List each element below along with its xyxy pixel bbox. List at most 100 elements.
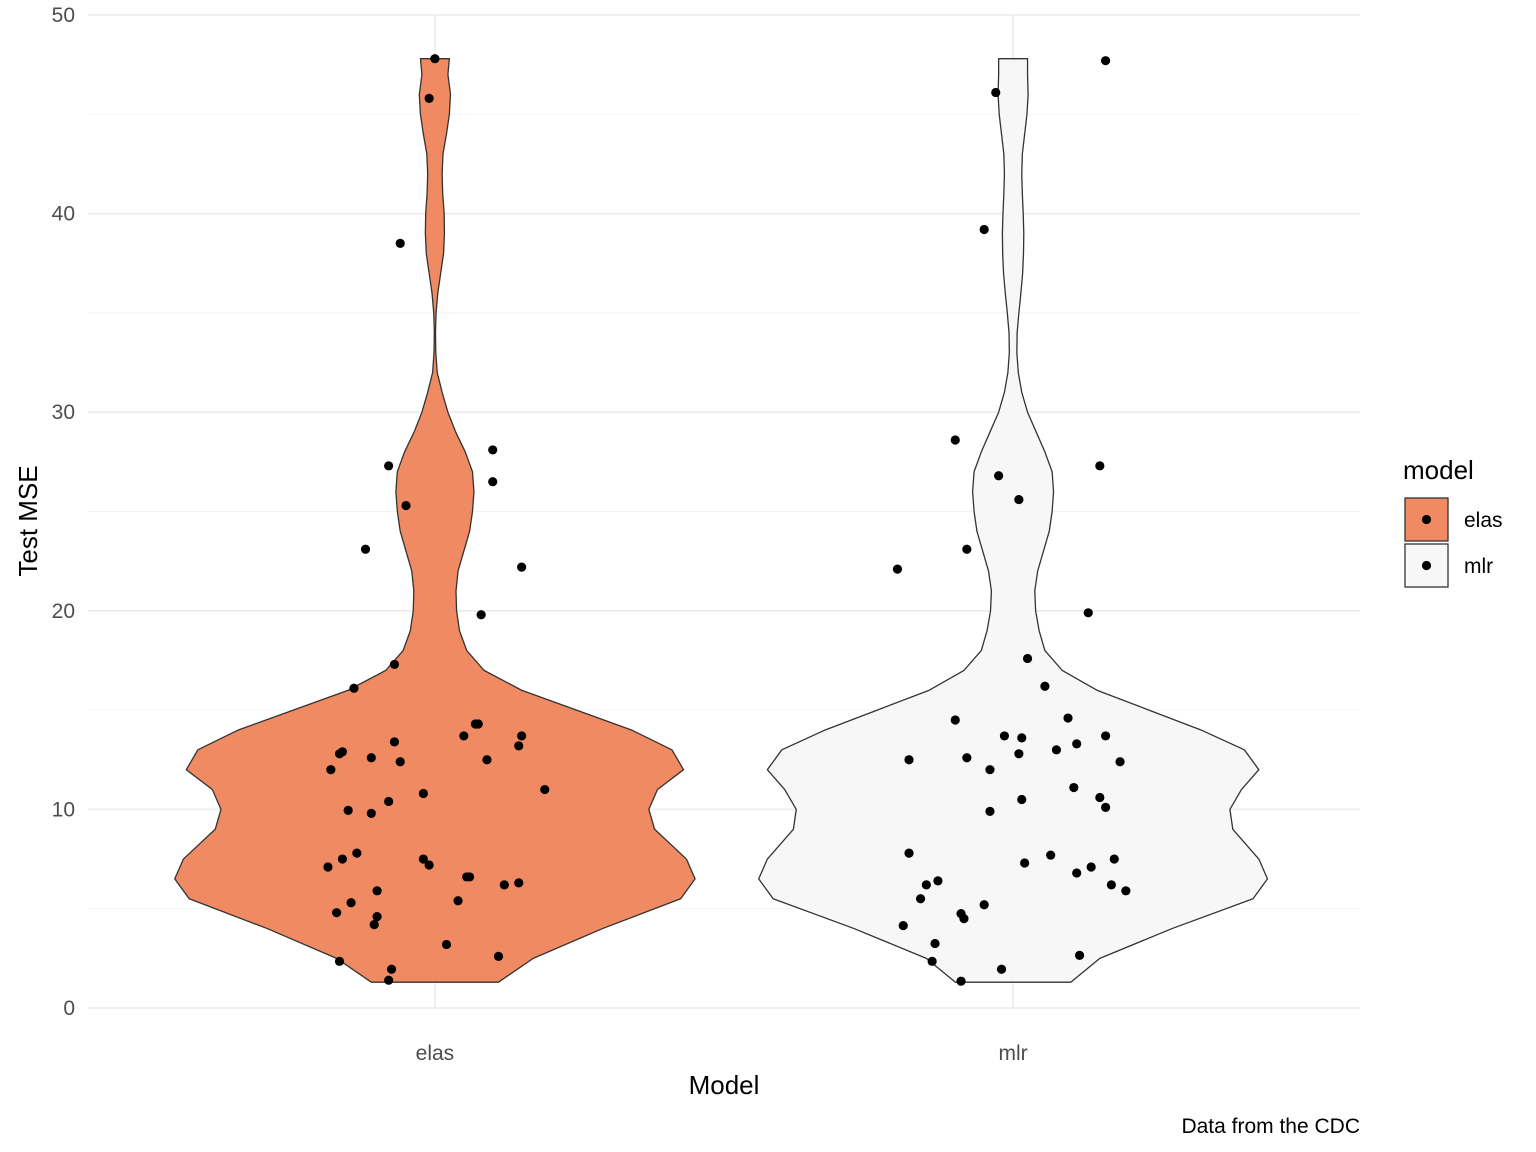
- data-point-mlr: [985, 765, 995, 775]
- x-axis-title: Model: [689, 1070, 760, 1100]
- data-point-elas: [337, 854, 347, 864]
- data-point-mlr: [927, 956, 937, 966]
- data-point-mlr: [956, 976, 966, 986]
- data-point-mlr: [1101, 731, 1111, 741]
- data-point-mlr: [915, 894, 926, 904]
- data-point-mlr: [1083, 608, 1093, 618]
- data-point-mlr: [979, 224, 989, 235]
- data-point-mlr: [1046, 850, 1056, 860]
- data-point-mlr: [1072, 739, 1082, 749]
- data-point-mlr: [1101, 802, 1111, 813]
- data-point-elas: [389, 737, 400, 747]
- data-point-elas: [386, 964, 397, 974]
- legend-label-mlr: mlr: [1464, 555, 1493, 578]
- data-point-elas: [493, 951, 504, 961]
- data-point-mlr: [985, 806, 995, 816]
- data-point-elas: [488, 477, 498, 487]
- data-point-mlr: [1095, 792, 1105, 803]
- data-point-elas: [517, 562, 527, 572]
- x-tick-label: elas: [416, 1042, 455, 1065]
- data-point-mlr: [1086, 862, 1096, 872]
- data-point-elas: [482, 755, 492, 765]
- data-point-mlr: [1109, 854, 1119, 864]
- data-point-elas: [346, 898, 356, 908]
- data-point-elas: [517, 731, 527, 741]
- data-point-elas: [332, 908, 342, 918]
- violin-elas: [174, 58, 696, 983]
- data-point-mlr: [1017, 794, 1027, 805]
- data-point-elas: [334, 956, 345, 966]
- jitter-points-layer: [323, 54, 1131, 986]
- y-tick-label: 0: [63, 997, 75, 1020]
- data-point-elas: [395, 238, 405, 248]
- data-point-mlr: [1069, 782, 1079, 793]
- data-point-elas: [499, 880, 509, 890]
- legend: model elas mlr: [1403, 455, 1503, 588]
- data-point-mlr: [991, 87, 1001, 98]
- data-point-elas: [473, 719, 483, 729]
- data-point-mlr: [1017, 733, 1027, 743]
- data-point-elas: [369, 919, 379, 930]
- data-point-mlr: [898, 920, 908, 931]
- data-point-mlr: [994, 471, 1004, 481]
- data-point-elas: [514, 878, 524, 888]
- data-point-mlr: [930, 938, 940, 949]
- data-point-mlr: [1040, 681, 1050, 691]
- y-tick-label: 20: [52, 600, 75, 623]
- chart-caption: Data from the CDC: [1181, 1115, 1360, 1138]
- y-tick-label: 10: [52, 798, 75, 821]
- data-point-elas: [514, 741, 524, 751]
- data-point-elas: [326, 765, 336, 775]
- data-point-elas: [476, 610, 486, 620]
- legend-key-point: [1421, 514, 1432, 525]
- data-point-mlr: [1072, 868, 1082, 878]
- data-point-elas: [424, 93, 434, 104]
- data-point-elas: [384, 975, 394, 985]
- data-point-mlr: [950, 435, 960, 445]
- data-point-mlr: [950, 715, 960, 725]
- data-point-elas: [430, 54, 440, 64]
- y-tick-label: 40: [52, 203, 75, 226]
- legend-item-elas: elas: [1404, 497, 1503, 542]
- data-point-mlr: [1014, 494, 1024, 505]
- data-point-elas: [366, 808, 376, 818]
- data-point-mlr: [996, 964, 1007, 974]
- x-tick-labels: elas mlr: [416, 1042, 1028, 1065]
- data-point-mlr: [1121, 886, 1131, 896]
- data-point-elas: [360, 544, 371, 554]
- data-point-elas: [424, 860, 434, 870]
- data-point-mlr: [962, 544, 972, 554]
- data-point-mlr: [921, 880, 931, 890]
- legend-key-point: [1421, 560, 1432, 571]
- legend-item-mlr: mlr: [1404, 543, 1493, 588]
- data-point-mlr: [999, 731, 1010, 741]
- data-point-elas: [334, 749, 345, 759]
- data-point-mlr: [1095, 461, 1105, 471]
- data-point-elas: [389, 659, 400, 670]
- data-point-elas: [441, 939, 452, 950]
- y-tick-labels: 0 10 20 30 40 50: [52, 4, 75, 1020]
- data-point-elas: [384, 796, 394, 807]
- data-point-mlr: [962, 753, 972, 763]
- data-point-elas: [540, 784, 550, 795]
- data-point-elas: [418, 854, 428, 864]
- data-point-elas: [384, 461, 394, 471]
- data-point-elas: [418, 788, 428, 799]
- data-point-mlr: [904, 848, 914, 858]
- violin-layer: [174, 58, 1269, 983]
- data-point-elas: [453, 896, 463, 906]
- data-point-mlr: [892, 564, 903, 574]
- data-point-elas: [352, 848, 362, 858]
- data-point-mlr: [979, 900, 989, 910]
- data-point-elas: [465, 872, 475, 882]
- y-tick-label: 50: [52, 4, 75, 27]
- data-point-mlr: [1074, 950, 1085, 960]
- data-point-mlr: [933, 876, 943, 886]
- data-point-elas: [372, 886, 382, 896]
- data-point-mlr: [1051, 745, 1062, 755]
- data-point-mlr: [904, 755, 914, 765]
- data-point-elas: [401, 500, 411, 511]
- legend-label-elas: elas: [1464, 509, 1503, 532]
- data-point-elas: [488, 445, 498, 455]
- data-point-elas: [372, 912, 382, 922]
